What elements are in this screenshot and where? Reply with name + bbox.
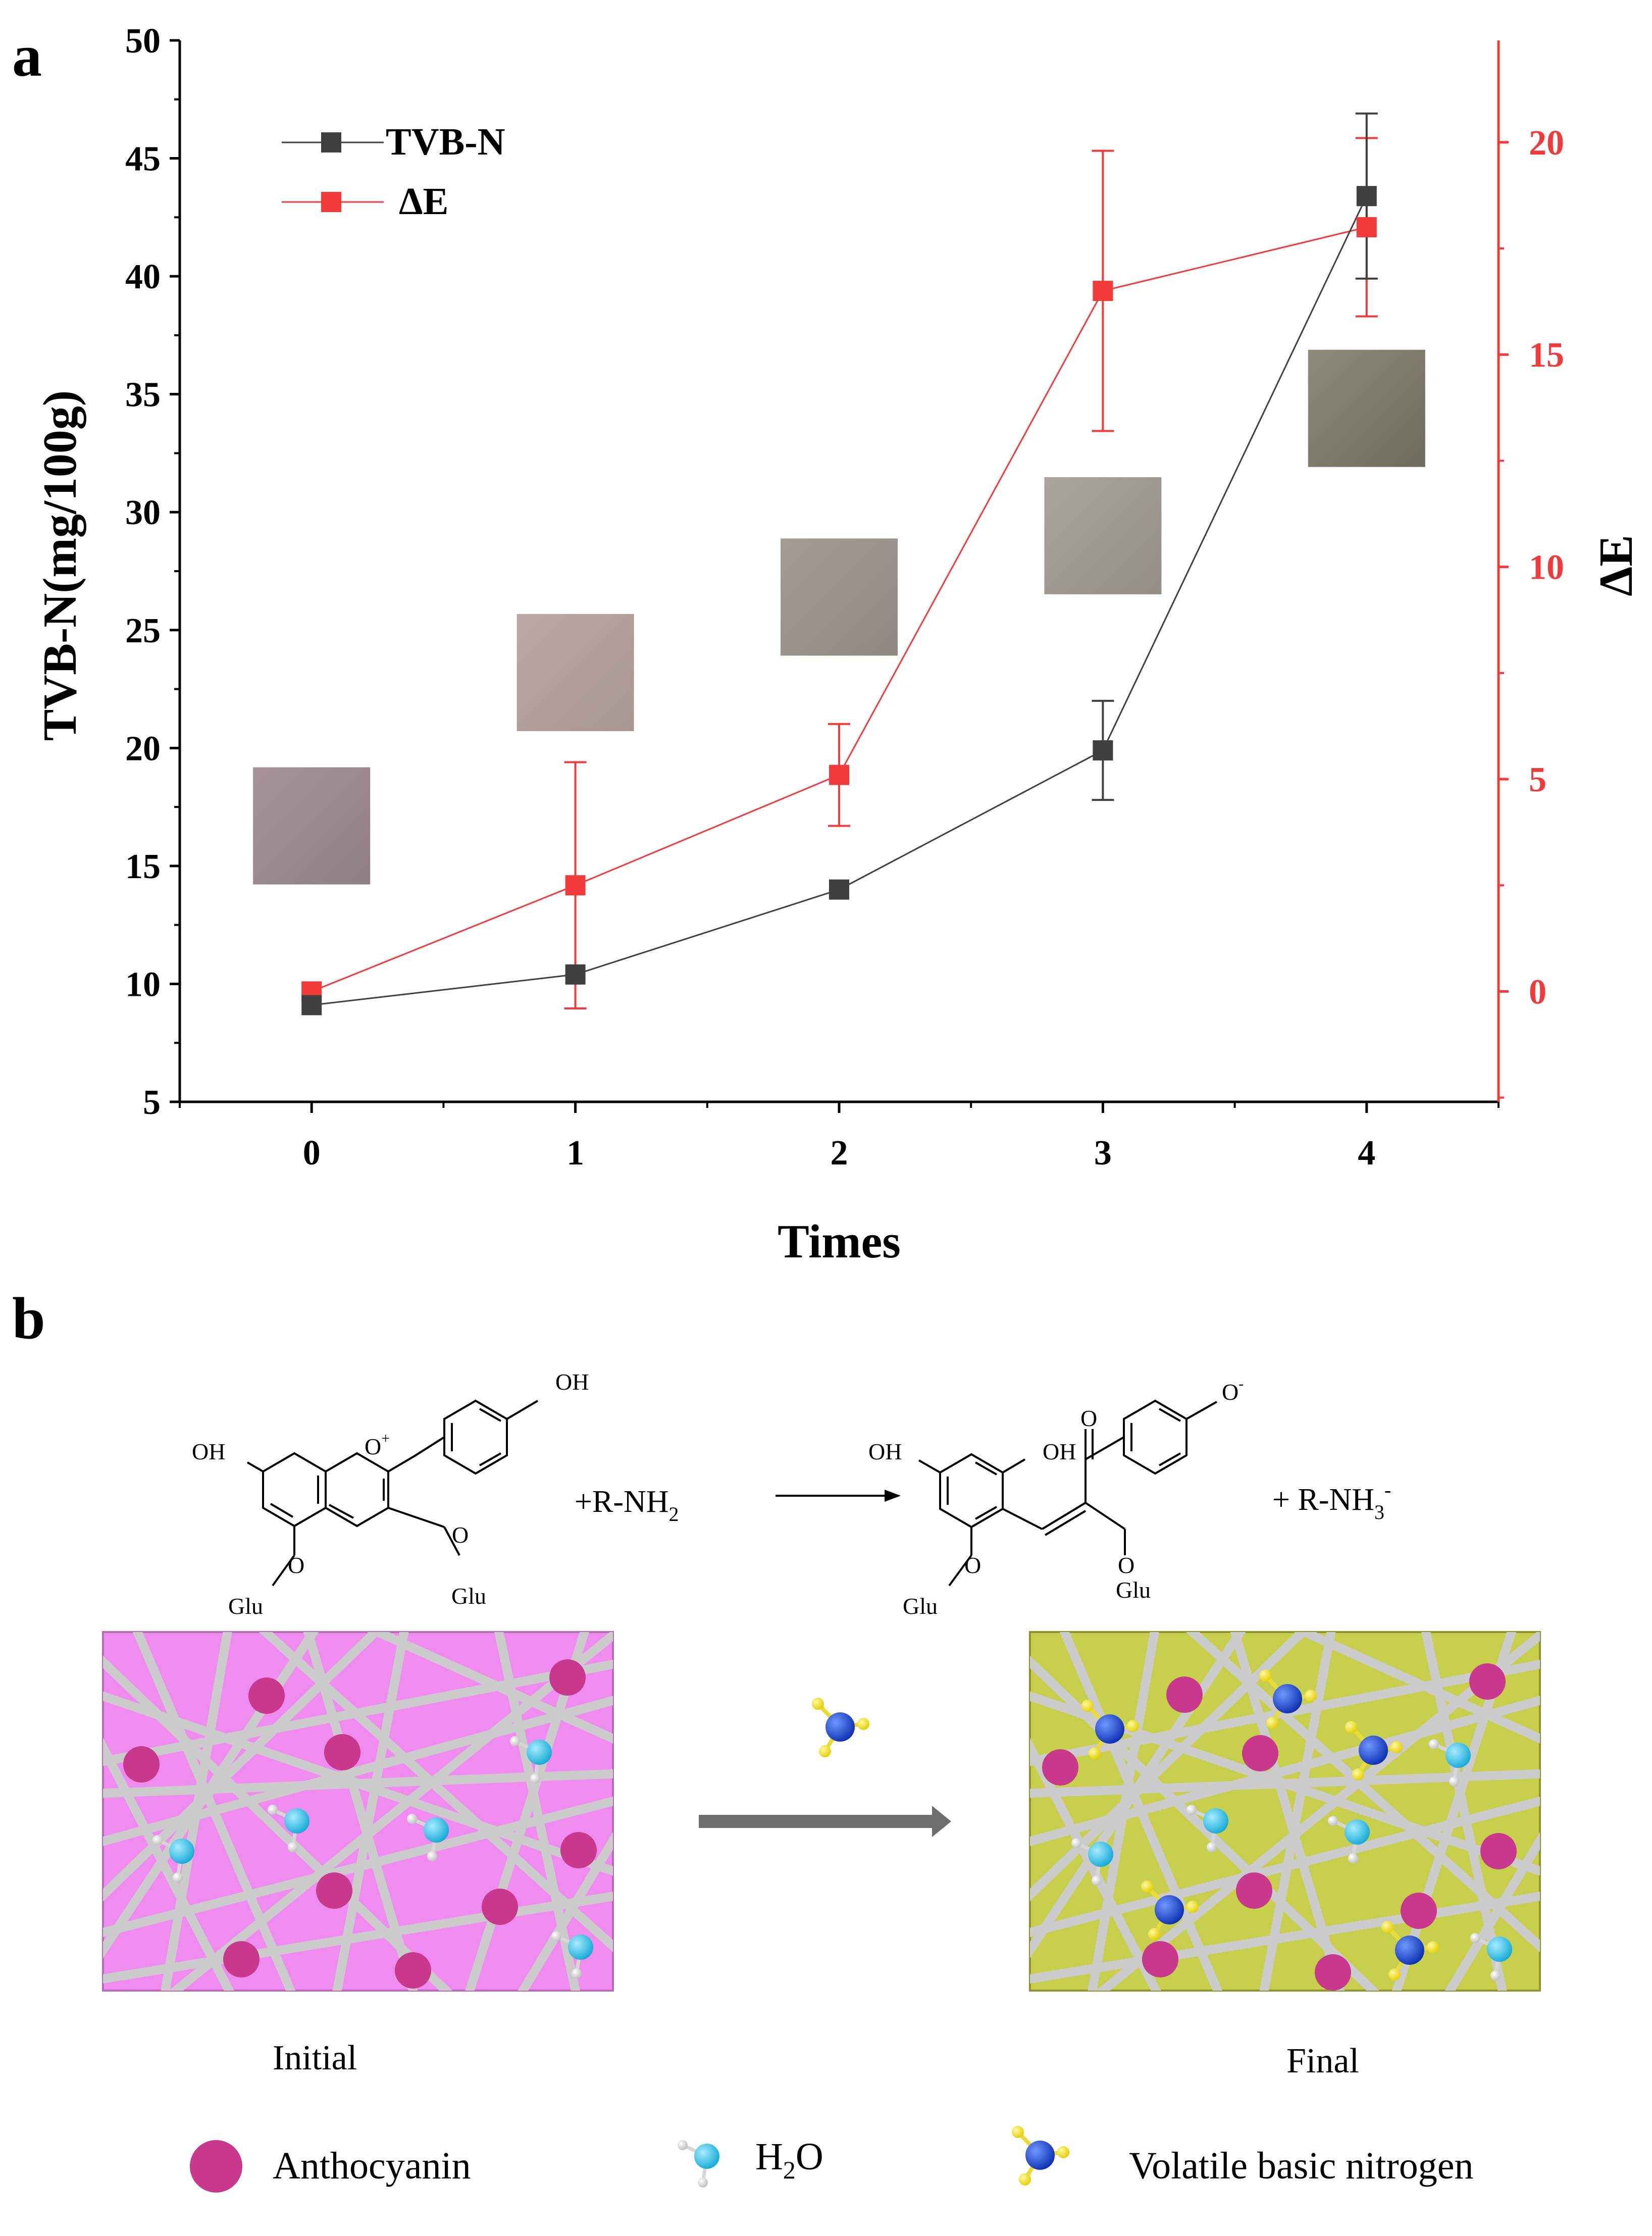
y-tick-label-left: 10 [125, 965, 161, 1004]
initial-film [102, 1631, 614, 1992]
nitrogen-legend-icon [1012, 2126, 1069, 2186]
product-glu2: Glu [1116, 1577, 1151, 1603]
reactant-oh-left: OH [192, 1439, 225, 1464]
y-tick-label-right: 20 [1529, 124, 1564, 163]
tvb-n-point [301, 995, 322, 1015]
reactant-glu1: Glu [228, 1593, 263, 1619]
y-axis-label-left: TVB-N(mg/100g) [34, 390, 86, 741]
water-legend-icon [678, 2140, 719, 2188]
water-legend-label: H2O [755, 2136, 823, 2184]
reactant-labels: OH OH O+ O O Glu Glu [192, 1369, 589, 1619]
incoming-nitrogen-molecule [812, 1698, 869, 1757]
y-tick-label-left: 20 [125, 729, 161, 768]
final-anthocyanins [1042, 1663, 1517, 1991]
panel-b-label: b [12, 1285, 45, 1351]
nitrogen-legend-label: Volatile basic nitrogen [1129, 2145, 1473, 2187]
y-tick-label-right: 15 [1529, 336, 1564, 375]
initial-label: Initial [273, 2039, 357, 2077]
product-labels: O- OH OH O O O Glu Glu [868, 1376, 1244, 1619]
y-tick-label-left: 25 [125, 612, 161, 650]
final-label: Final [1286, 2042, 1359, 2080]
chart-legend: TVB-N ΔE [282, 121, 505, 223]
y-tick-label-left: 30 [125, 493, 161, 532]
reactant-o-plus: O+ [365, 1430, 390, 1459]
delta-e-point [1093, 281, 1113, 301]
product-o1: O [964, 1552, 981, 1578]
y-tick-label-left: 50 [125, 22, 161, 61]
sample-swatch [781, 538, 898, 656]
x-tick-label: 4 [1358, 1134, 1375, 1173]
delta-e-point [1356, 217, 1377, 237]
product-o2: O [1118, 1552, 1134, 1578]
legend-marker-delta-e [321, 192, 341, 212]
chart-a: 5 10 15 20 25 30 35 40 45 50 0 5 10 15 20 0 1 2 3 4 Times TVB… [34, 22, 1642, 1268]
tvb-n-point [829, 879, 849, 900]
legend-label-tvb-n: TVB-N [386, 121, 505, 163]
product-oh-right: OH [1043, 1439, 1076, 1464]
x-tick-label: 1 [566, 1134, 584, 1173]
x-tick-label: 0 [303, 1134, 321, 1173]
ammonium-label: + R-NH3- [1272, 1479, 1391, 1523]
final-film [1029, 1631, 1541, 1992]
tvb-n-point [1356, 186, 1377, 207]
initial-anthocyanins [123, 1659, 597, 1989]
y-tick-label-left: 5 [143, 1083, 161, 1122]
y-tick-label-left: 45 [125, 140, 161, 179]
process-arrow [699, 1806, 951, 1837]
sample-swatch [1044, 477, 1162, 594]
reactant-glu2: Glu [451, 1583, 486, 1609]
product-keto-o: O [1080, 1405, 1097, 1431]
product-structure [918, 1399, 1217, 1587]
product-oh-left: OH [868, 1439, 902, 1464]
legend-marker-tvb-n [321, 132, 341, 153]
sample-swatch [517, 614, 634, 731]
y-tick-label-right: 10 [1529, 548, 1564, 587]
sample-swatch [253, 767, 371, 885]
y-tick-label-left: 40 [125, 258, 161, 296]
y-tick-label-left: 15 [125, 847, 161, 886]
tvb-n-point [565, 964, 586, 985]
amine-label: +R-NH2 [575, 1485, 679, 1526]
reaction-arrow [776, 1490, 901, 1502]
x-tick-label: 2 [831, 1134, 848, 1173]
delta-e-point [565, 875, 586, 896]
tvb-n-point [1093, 740, 1113, 761]
panel-a-label: a [12, 23, 42, 89]
y-axis-label-right: ΔE [1590, 535, 1642, 596]
anthocyanin-legend-swatch [190, 2140, 242, 2193]
reactant-oh-top: OH [555, 1369, 589, 1395]
y-tick-label-left: 35 [125, 376, 161, 415]
y-tick-label-right: 0 [1529, 973, 1546, 1011]
product-o-minus: O- [1222, 1376, 1244, 1405]
x-tick-label: 3 [1094, 1134, 1112, 1173]
reactant-structure [246, 1399, 539, 1587]
anthocyanin-legend-label: Anthocyanin [273, 2145, 471, 2187]
delta-e-point [829, 765, 849, 785]
reactant-o2: O [452, 1522, 469, 1548]
x-axis-label: Times [778, 1215, 901, 1268]
reactant-o1: O [288, 1552, 304, 1578]
y-tick-label-right: 5 [1529, 760, 1546, 799]
legend-label-delta-e: ΔE [399, 180, 448, 223]
product-glu1: Glu [903, 1593, 938, 1619]
panel-b-legend: Anthocyanin H2O Volatile basic nitrogen [190, 2126, 1473, 2193]
sample-swatch [1308, 349, 1425, 467]
